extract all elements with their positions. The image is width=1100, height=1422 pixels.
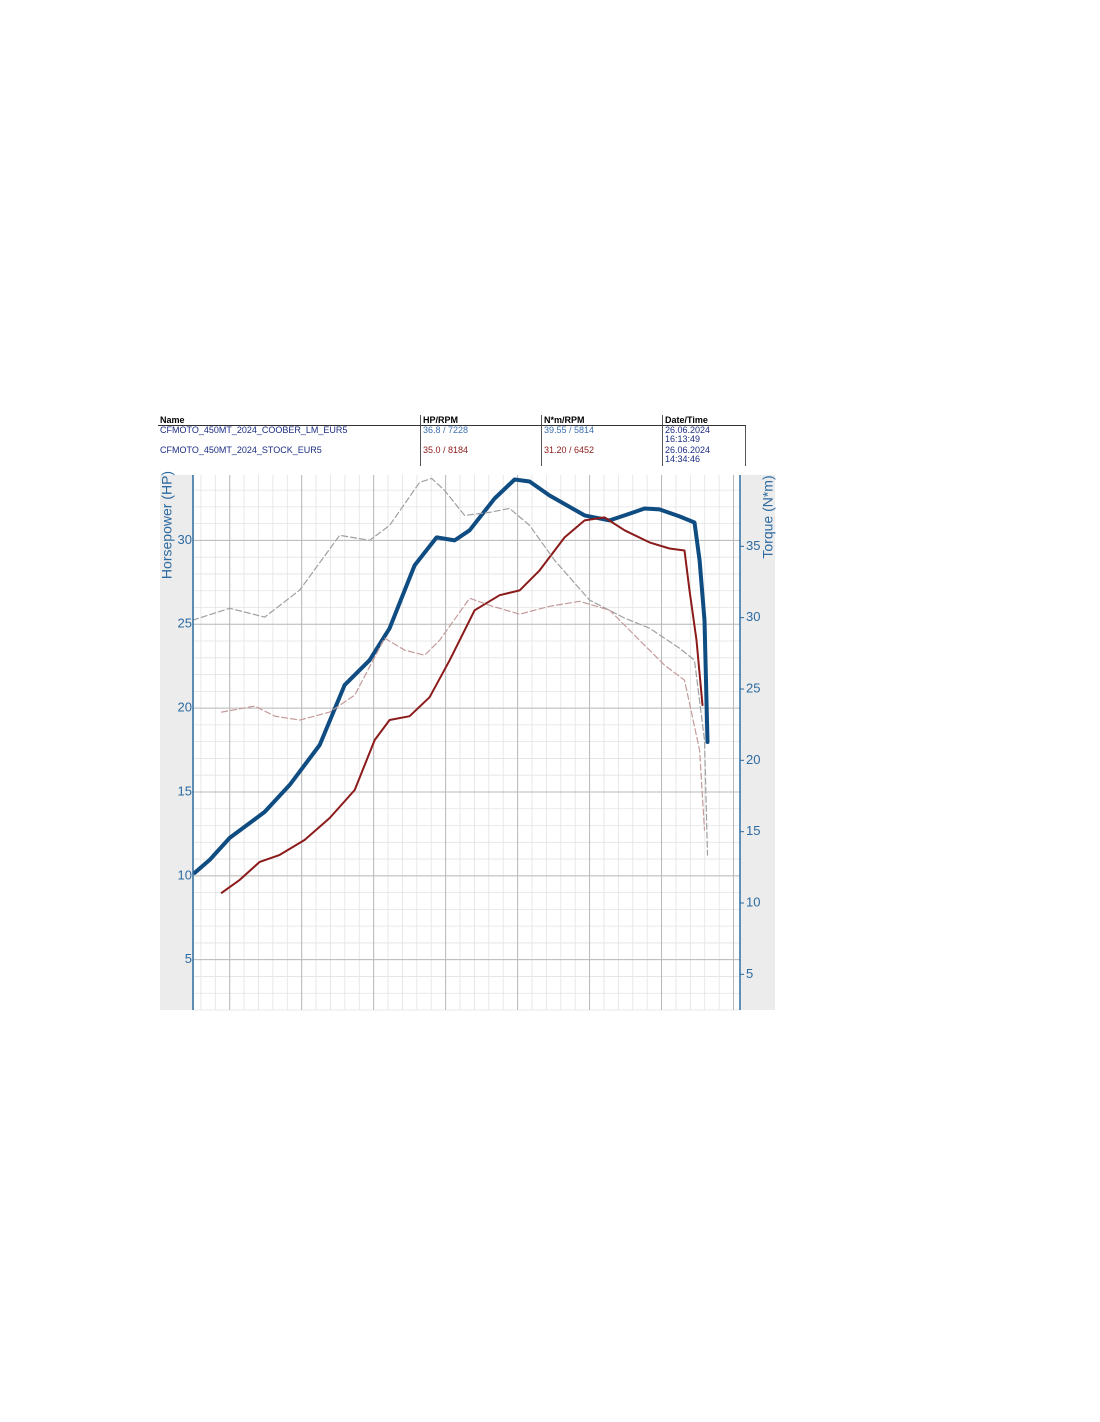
table-row: CFMOTO_450MT_2024_COOBER_LM_EUR5 36.8 / … [158,425,746,446]
header-cell: Name [158,415,421,426]
cell: 26.06.2024 16:13:49 [662,425,746,446]
y-tick-label: 20 [178,700,192,715]
legend-table: Name HP/RPM N*m/RPM Date/Time CFMOTO_450… [158,415,746,466]
cell: 26.06.2024 14:34:46 [662,446,746,466]
power-line [192,477,710,875]
y2-tick-label: 30 [746,609,760,624]
cell: 35.0 / 8184 [420,446,542,466]
y2-tick-label: 20 [746,752,760,767]
y-tick-label: 10 [178,867,192,882]
y2-axis-label: Torque (N*m) [760,475,776,558]
y-tick-label: 5 [185,951,192,966]
header-cell: Date/Time [662,415,746,426]
y2-tick-label: 15 [746,823,760,838]
cell: CFMOTO_450MT_2024_STOCK_EUR5 [160,445,322,455]
power-line [220,516,704,894]
y2-tick-label: 25 [746,680,760,695]
y-axis-label: Horsepower (HP) [159,471,175,579]
torque-line [192,477,709,856]
y2-tick-label: 10 [746,894,760,909]
left-axis-panel [160,475,193,1010]
header-cell: N*m/RPM [541,415,663,426]
plot-lines [192,477,710,894]
y2-tick-label: 5 [746,966,753,981]
torque-line [221,597,706,831]
table-row: CFMOTO_450MT_2024_STOCK_EUR5 35.0 / 8184… [158,446,746,466]
y-tick-label: 15 [178,783,192,798]
y-tick-label: 25 [178,616,192,631]
y2-tick-label: 35 [746,538,760,553]
cell: 31.20 / 6452 [541,446,663,466]
y-tick-label: 30 [178,532,192,547]
cell: 39.55 / 5814 [541,425,663,446]
grid [193,475,740,1011]
cell: 36.8 / 7228 [420,425,542,446]
header-cell: HP/RPM [420,415,542,426]
right-axis-panel [741,475,775,1010]
header-row: Name HP/RPM N*m/RPM Date/Time [158,415,746,426]
cell: CFMOTO_450MT_2024_COOBER_LM_EUR5 [160,425,348,435]
